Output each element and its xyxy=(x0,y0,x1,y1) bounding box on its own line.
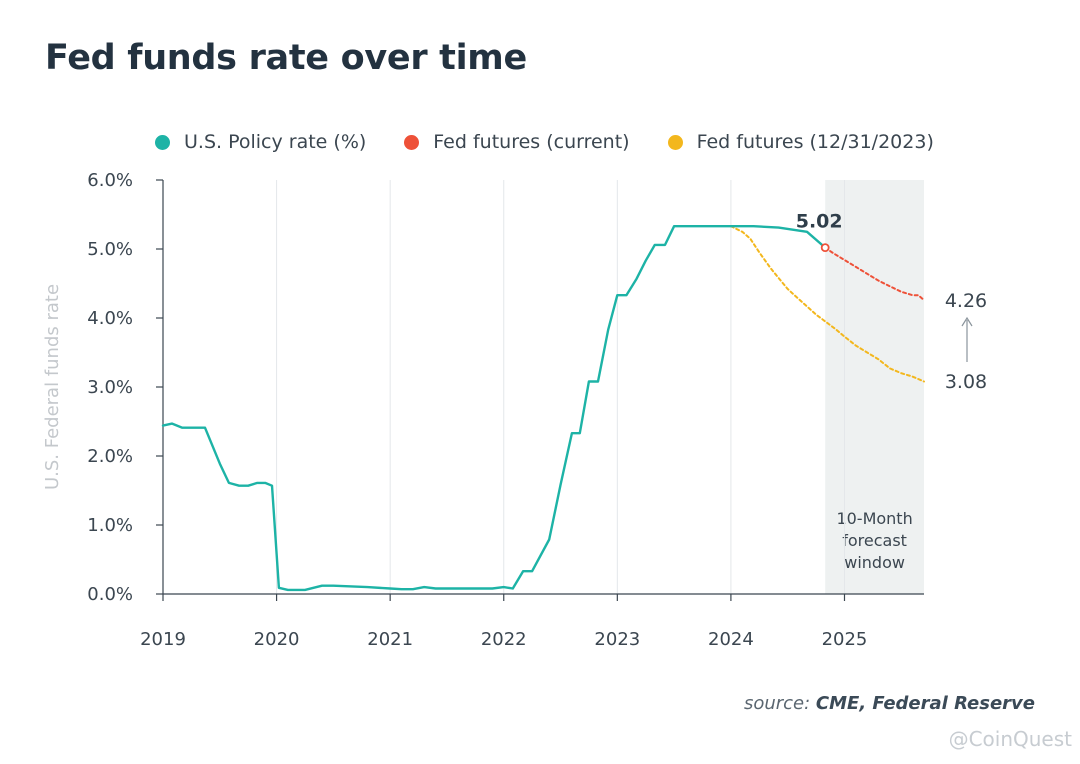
y-tick-label: 2.0% xyxy=(87,446,133,467)
legend-label-futures-current: Fed futures (current) xyxy=(433,131,630,153)
current-rate-marker xyxy=(820,243,830,253)
y-tick-label: 0.0% xyxy=(87,584,133,605)
legend-swatch-futures-old xyxy=(667,134,683,150)
y-tick-label: 5.0% xyxy=(87,239,133,260)
forecast-window-band xyxy=(825,180,924,594)
legend-label-futures-old: Fed futures (12/31/2023) xyxy=(696,131,934,153)
forecast-window-label-line: window xyxy=(844,553,905,572)
y-tick-label: 1.0% xyxy=(87,515,133,536)
x-tick-label: 2023 xyxy=(594,629,640,650)
x-tick-label: 2021 xyxy=(367,629,413,650)
source-note: source: CME, Federal Reserve xyxy=(744,693,1035,714)
line-chart: 10-Month forecast window 2019 2020 2021 2022 2… xyxy=(42,170,987,650)
legend-label-policy-rate: U.S. Policy rate (%) xyxy=(184,131,367,153)
legend-item-futures-current: Fed futures (current) xyxy=(404,131,630,153)
y-tick-label: 6.0% xyxy=(87,170,133,191)
chart-title: Fed funds rate over time xyxy=(45,38,527,78)
source-prefix: source: xyxy=(743,693,811,714)
legend-swatch-policy-rate xyxy=(155,134,170,150)
x-tick-label: 2024 xyxy=(708,629,754,650)
legend-item-futures-old: Fed futures (12/31/2023) xyxy=(667,131,934,153)
y-tick-label: 3.0% xyxy=(87,377,133,398)
series-futures-old-line xyxy=(729,225,925,383)
y-tick-label: 4.0% xyxy=(87,308,133,329)
end-current-label: 4.26 xyxy=(945,290,987,312)
series-policy-rate-line xyxy=(161,224,827,592)
annotation-arrow-head xyxy=(961,316,973,327)
end-old-label: 3.08 xyxy=(945,371,987,393)
watermark-text: @CoinQuest xyxy=(948,727,1072,751)
x-tick-label: 2025 xyxy=(822,629,868,650)
legend-swatch-futures-current xyxy=(404,134,420,150)
source-text: CME, Federal Reserve xyxy=(815,693,1035,714)
watermark: @CoinQuest xyxy=(949,727,1072,751)
chart-legend: U.S. Policy rate (%) Fed futures (curren… xyxy=(155,131,934,153)
x-tick-label: 2019 xyxy=(140,629,186,650)
current-rate-label: 5.02 xyxy=(796,211,843,233)
legend-item-policy-rate: U.S. Policy rate (%) xyxy=(155,131,366,153)
forecast-window-label-line: 10-Month xyxy=(836,509,912,528)
series-futures-current-line xyxy=(824,246,925,302)
forecast-window-label-line: forecast xyxy=(842,531,907,550)
x-tick-label: 2020 xyxy=(254,629,300,650)
y-axis-label: U.S. Federal funds rate xyxy=(42,284,63,490)
x-tick-label: 2022 xyxy=(481,629,527,650)
